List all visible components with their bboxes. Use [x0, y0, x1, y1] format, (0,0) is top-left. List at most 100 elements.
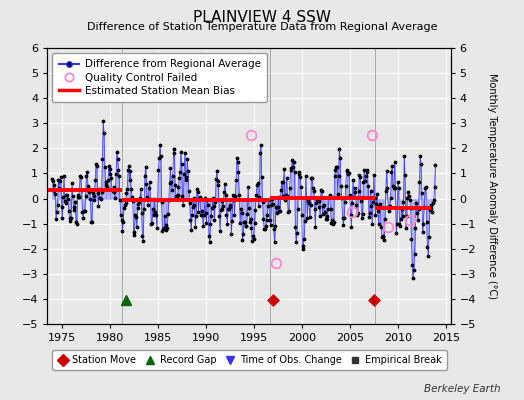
Point [340, 215, 348, 221]
Point [274, 203, 282, 210]
Point [162, 227, 171, 233]
Point [157, 199, 166, 206]
Point [50, 181, 59, 188]
Point [300, 236, 308, 243]
Point [108, 188, 117, 194]
Point [125, 177, 134, 184]
Point [332, 164, 341, 170]
Point [232, 177, 241, 183]
Point [335, 146, 344, 152]
Point [169, 173, 177, 180]
Point [430, 183, 439, 190]
Point [100, 130, 108, 136]
Point [376, 201, 385, 207]
Point [403, 195, 412, 201]
Legend: Station Move, Record Gap, Time of Obs. Change, Empirical Break: Station Move, Record Gap, Time of Obs. C… [52, 350, 446, 370]
Point [305, 214, 314, 220]
Point [346, 192, 354, 199]
Point [58, 215, 67, 222]
Point [242, 223, 250, 230]
Point [243, 211, 252, 217]
Point [372, 200, 380, 207]
Point [187, 227, 195, 234]
Point [137, 186, 145, 192]
Point [103, 184, 112, 190]
Point [194, 208, 203, 215]
Point [160, 225, 168, 232]
Point [95, 186, 103, 192]
Point [295, 171, 303, 177]
Point [141, 164, 150, 170]
Point [266, 222, 275, 229]
Point [313, 197, 322, 204]
Point [190, 202, 199, 208]
Point [309, 184, 317, 191]
Point [293, 230, 301, 236]
Point [337, 195, 346, 201]
Point [154, 197, 162, 204]
Point [267, 202, 276, 208]
Point [213, 178, 222, 184]
Point [312, 200, 320, 206]
Point [374, 208, 382, 214]
Point [329, 221, 337, 228]
Point [428, 209, 436, 216]
Point [390, 185, 398, 191]
Point [275, 208, 283, 214]
Point [122, 200, 130, 206]
Point [272, 210, 281, 216]
Point [320, 202, 329, 208]
Point [298, 246, 307, 252]
Point [209, 194, 217, 201]
Point [150, 196, 159, 202]
Point [173, 192, 182, 198]
Point [112, 170, 120, 177]
Point [331, 167, 340, 173]
Point [145, 185, 153, 192]
Point [211, 199, 220, 205]
Point [350, 194, 358, 200]
Point [177, 149, 185, 155]
Point [157, 153, 165, 159]
Point [110, 184, 118, 190]
Point [156, 142, 164, 148]
Point [73, 220, 81, 227]
Point [135, 199, 144, 205]
Point [261, 222, 270, 229]
Point [58, 204, 66, 210]
Point [345, 170, 353, 176]
Point [166, 165, 174, 172]
Point [366, 210, 374, 216]
Point [305, 200, 313, 206]
Point [339, 221, 347, 228]
Point [390, 159, 399, 165]
Point [138, 233, 147, 240]
Point [326, 206, 335, 212]
Point [168, 187, 176, 193]
Point [414, 206, 423, 212]
Point [152, 225, 161, 231]
Point [385, 208, 393, 215]
Point [360, 167, 368, 174]
Point [99, 117, 107, 124]
Point [378, 234, 386, 240]
Point [294, 168, 303, 175]
Point [131, 212, 139, 218]
Point [334, 190, 342, 197]
Point [49, 177, 57, 184]
Point [281, 197, 289, 203]
Point [202, 210, 210, 216]
Point [130, 232, 139, 238]
Point [230, 197, 238, 204]
Point [275, 194, 283, 200]
Point [387, 169, 396, 176]
Point [191, 224, 200, 231]
Point [64, 196, 72, 202]
Point [214, 182, 223, 188]
Point [399, 199, 408, 205]
Point [250, 220, 259, 226]
Point [249, 236, 258, 242]
Point [94, 203, 103, 209]
Point [348, 200, 356, 206]
Point [285, 208, 293, 214]
